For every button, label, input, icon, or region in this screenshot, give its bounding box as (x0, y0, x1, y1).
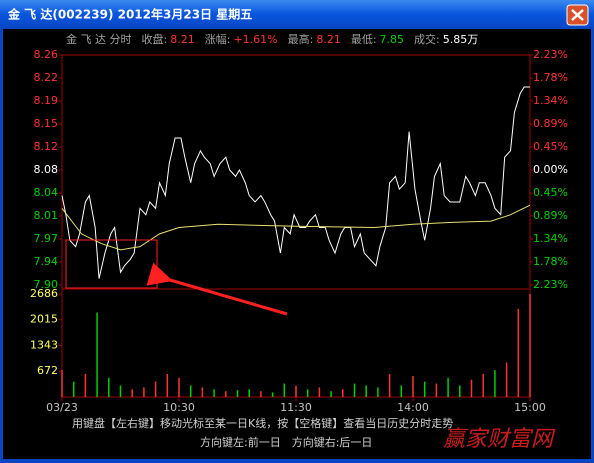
info-label: 涨幅: (205, 33, 231, 46)
y-tick-label: 1343 (30, 339, 58, 352)
close-button[interactable] (566, 4, 589, 26)
price-line (61, 204, 531, 251)
info-bar: 金 飞 达 分时 收盘: 8.21 涨幅: +1.61% 最高: 8.21 最低: 7.85 成交… (66, 32, 478, 46)
info-name: 金 飞 达 分时 (66, 32, 132, 46)
y-tick-label: 672 (37, 364, 58, 377)
footer-line: 用键盘【左右键】移动光标至某一日K线，按【空格键】查看当日历史分时走势 (72, 416, 453, 430)
title-bar (0, 0, 594, 29)
info-value: 7.85 (380, 33, 405, 46)
x-tick-label: 14:00 (397, 401, 429, 414)
y2-tick-label: 0.89% (533, 117, 568, 130)
info-label: 最高: (288, 32, 314, 46)
y-tick-label: 7.90 (34, 278, 59, 291)
y-tick-label: 8.26 (34, 48, 59, 61)
window-title: 金 飞 达(002239) 2012年3月23日 星期五 (7, 7, 252, 22)
y2-tick-label: 1.34% (533, 232, 568, 245)
y2-tick-label: 0.45% (533, 186, 568, 199)
x-tick-label: 11:30 (280, 401, 312, 414)
y-tick-label: 7.94 (34, 255, 59, 268)
y2-tick-label: 0.45% (533, 140, 568, 153)
info-label: 成交: (414, 32, 440, 46)
y-tick-label: 8.04 (34, 186, 59, 199)
y2-tick-label: 1.78% (533, 255, 568, 268)
x-tick-label: 03/23 (46, 401, 78, 414)
y2-tick-label: 2.23% (533, 48, 568, 61)
y2-tick-label: 2.23% (533, 278, 568, 291)
y-tick-label: 8.01 (34, 209, 59, 222)
y2-tick-label: 0.89% (533, 209, 568, 222)
y-tick-label: 7.97 (34, 232, 59, 245)
chart-area (3, 29, 591, 459)
y-tick-label: 8.19 (34, 94, 59, 107)
info-value: 5.85万 (443, 33, 479, 46)
close-icon[interactable] (571, 9, 584, 21)
y-tick-label: 2015 (30, 313, 58, 326)
y-tick-label: 8.15 (34, 117, 59, 130)
y-tick-label: 8.08 (34, 163, 59, 176)
y2-tick-label: 1.78% (533, 71, 568, 84)
y2-tick-label: 1.34% (533, 94, 568, 107)
y-tick-label: 8.22 (34, 71, 59, 84)
footer-line: 方向键左:前一日 方向键右:后一日 (200, 435, 372, 449)
info-label: 收盘: (142, 32, 168, 46)
y-tick-label: 8.12 (34, 140, 59, 153)
price-line (61, 86, 530, 279)
info-value: +1.61% (233, 33, 277, 46)
y-tick-label: 2686 (30, 287, 58, 300)
watermark: 赢家财富网 (443, 427, 556, 452)
info-label: 最低: (351, 33, 377, 46)
info-value: 8.21 (170, 33, 195, 46)
x-tick-label: 10:30 (163, 401, 195, 414)
x-tick-label: 15:00 (514, 401, 546, 414)
info-value: 8.21 (316, 33, 341, 46)
y2-tick-label: 0.00% (533, 163, 568, 176)
arrow (146, 262, 288, 316)
